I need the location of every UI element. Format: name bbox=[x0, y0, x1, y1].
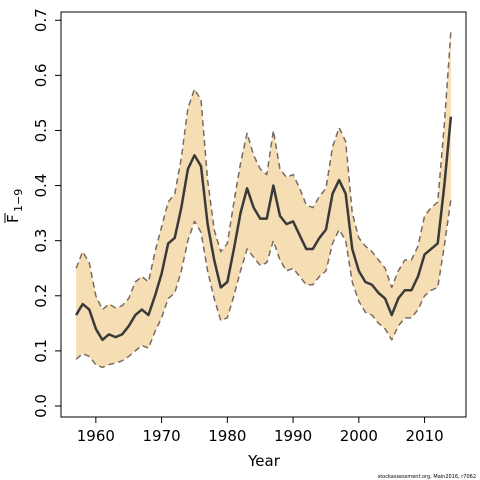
y-axis-title-subscript: 1−9 bbox=[12, 189, 25, 212]
x-axis: 1960 1970 1980 1990 2000 2010 bbox=[77, 417, 444, 445]
y-tick-label: 0.6 bbox=[32, 63, 50, 87]
x-tick-label: 1980 bbox=[208, 427, 246, 445]
y-tick-label: 0.1 bbox=[32, 339, 50, 363]
x-tick-label: 1970 bbox=[142, 427, 180, 445]
y-tick-label: 0.4 bbox=[32, 174, 50, 198]
lower-bound-line bbox=[75, 199, 452, 369]
x-tick-label: 1990 bbox=[274, 427, 312, 445]
y-tick-label: 0.2 bbox=[32, 284, 50, 308]
plot-area bbox=[75, 31, 453, 369]
y-axis-title: F 1−9 bbox=[4, 189, 25, 223]
y-tick-label: 0.3 bbox=[32, 229, 50, 253]
upper-bound-line bbox=[75, 31, 452, 311]
confidence-band bbox=[76, 31, 451, 368]
plot-frame bbox=[60, 11, 467, 418]
estimate-line bbox=[75, 116, 453, 342]
y-tick-label: 0.7 bbox=[32, 8, 50, 32]
y-axis: 0.0 0.1 0.2 0.3 0.4 0.5 0.6 0.7 bbox=[32, 8, 61, 418]
x-axis-title: Year bbox=[247, 452, 281, 470]
y-tick-label: 0.0 bbox=[32, 394, 50, 418]
x-tick-label: 1960 bbox=[77, 427, 115, 445]
y-tick-label: 0.5 bbox=[32, 119, 50, 143]
x-tick-label: 2000 bbox=[340, 427, 378, 445]
x-tick-label: 2010 bbox=[405, 427, 443, 445]
y-axis-title-main: F bbox=[4, 214, 22, 223]
credit-text: stockassessment.org, Main2016, r7062 bbox=[378, 474, 476, 480]
